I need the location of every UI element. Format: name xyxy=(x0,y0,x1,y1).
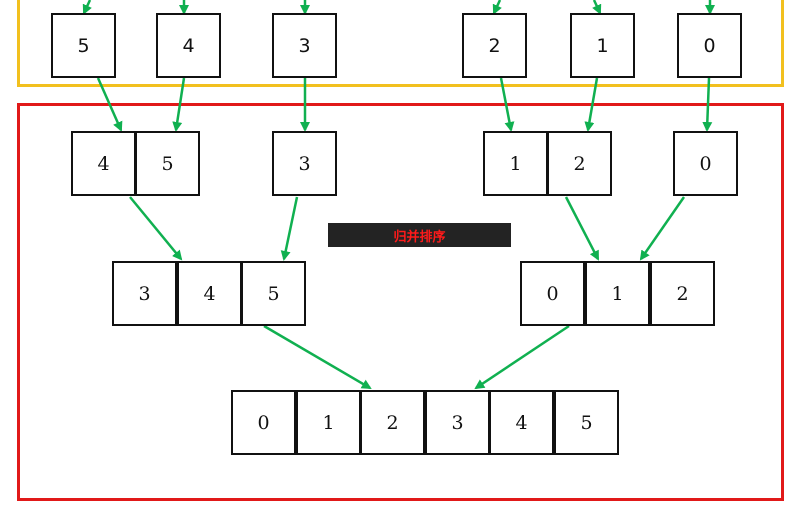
level2-cell: 4 xyxy=(177,261,242,326)
arrow-1-to-12 xyxy=(584,77,599,132)
level2-cell: 3 xyxy=(112,261,177,326)
arrow-345-to-012345 xyxy=(263,324,372,390)
arrow-12-to-012 xyxy=(564,196,600,261)
arrow-2-to-12 xyxy=(499,77,515,132)
arrow-in-2 xyxy=(492,0,502,15)
arrow-0-to-012 xyxy=(639,196,686,261)
level2-cell: 0 xyxy=(520,261,585,326)
level3-cell: 0 xyxy=(231,390,296,455)
level2-cell: 2 xyxy=(650,261,715,326)
level1-cell: 5 xyxy=(135,131,200,196)
level1-cell: 3 xyxy=(272,131,337,196)
split-cell: 1 xyxy=(570,13,635,78)
level2-cell: 5 xyxy=(241,261,306,326)
level3-cell: 1 xyxy=(296,390,361,455)
level1-cell: 0 xyxy=(673,131,738,196)
split-cell: 5 xyxy=(51,13,116,78)
merge-phase-frame xyxy=(17,103,784,501)
split-cell: 0 xyxy=(677,13,742,78)
arrow-012-to-012345 xyxy=(474,324,570,390)
level3-cell: 2 xyxy=(360,390,425,455)
arrow-3-to-345 xyxy=(280,196,299,261)
level2-cell: 1 xyxy=(585,261,650,326)
level3-cell: 3 xyxy=(425,390,490,455)
arrow-0-to-0 xyxy=(702,77,713,132)
level3-cell: 4 xyxy=(489,390,554,455)
arrow-5-to-45 xyxy=(96,77,123,132)
level1-cell: 1 xyxy=(483,131,548,196)
level3-cell: 5 xyxy=(554,390,619,455)
arrow-in-5 xyxy=(82,0,92,15)
arrow-in-1 xyxy=(592,0,602,15)
arrow-45-to-345 xyxy=(129,196,183,261)
level1-cell: 4 xyxy=(71,131,136,196)
split-phase-frame xyxy=(17,0,784,87)
split-cell: 2 xyxy=(462,13,527,78)
level1-cell: 2 xyxy=(547,131,612,196)
diagram-title: 归并排序 xyxy=(328,223,511,247)
split-cell: 4 xyxy=(156,13,221,78)
split-cell: 3 xyxy=(272,13,337,78)
arrow-4-to-45 xyxy=(172,77,186,132)
